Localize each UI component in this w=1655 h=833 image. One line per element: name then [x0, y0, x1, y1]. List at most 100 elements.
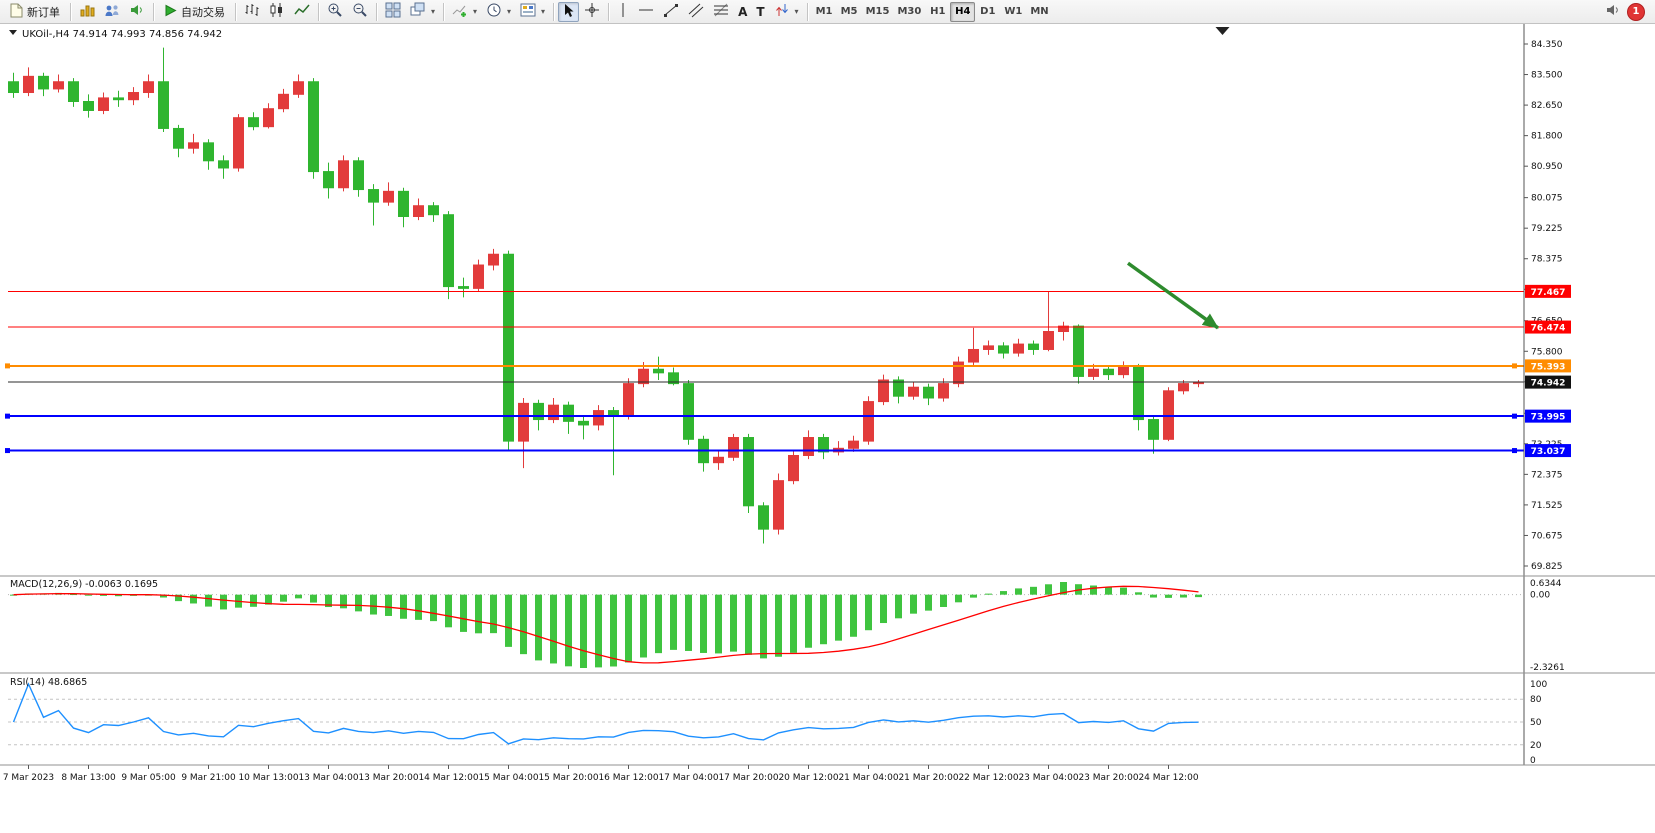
time-axis-label: 8 Mar 13:00: [61, 773, 116, 783]
macd-bar: [895, 594, 902, 619]
macd-bar: [445, 594, 452, 628]
price-tick-label: 82.650: [1531, 101, 1563, 111]
autotrading-label: 自动交易: [181, 5, 225, 19]
label-tool-button[interactable]: T: [752, 2, 768, 22]
horizontal-line-object[interactable]: [5, 448, 1524, 454]
profiles-icon: [104, 2, 120, 21]
timeframe-d1[interactable]: D1: [975, 2, 1000, 22]
candle: [1178, 383, 1189, 392]
line-handle[interactable]: [5, 413, 10, 419]
candle: [128, 92, 139, 101]
arrows-tool-button[interactable]: ▾: [770, 2, 803, 22]
dropdown-icon: ▾: [473, 7, 478, 16]
charts-button[interactable]: [75, 2, 99, 22]
time-axis-label: 21 Mar 20:00: [898, 773, 958, 783]
timeframe-m5[interactable]: M5: [837, 2, 862, 22]
timeframe-m1[interactable]: M1: [812, 2, 837, 22]
price-tick-label: 71.525: [1531, 501, 1563, 511]
bar-chart-mode-button[interactable]: [240, 2, 264, 22]
zoom-in-button[interactable]: [323, 2, 347, 22]
profiles-button[interactable]: [100, 2, 124, 22]
periods-button[interactable]: ▾: [482, 2, 515, 22]
new-order-button[interactable]: 新订单: [4, 2, 66, 22]
candle: [1043, 331, 1054, 350]
tile-windows-button[interactable]: [381, 2, 405, 22]
cascade-windows-icon: [410, 2, 426, 21]
timeframe-m30[interactable]: M30: [893, 2, 925, 22]
horizontal-line-tool-button[interactable]: [634, 2, 658, 22]
price-tick-label: 69.825: [1531, 562, 1563, 572]
time-axis-label: 13 Mar 20:00: [358, 773, 418, 783]
trendline-tool-button[interactable]: [659, 2, 683, 22]
price-tag: 75.393: [1525, 359, 1571, 373]
one-click-trading-toggle[interactable]: [9, 30, 17, 35]
macd-bar: [700, 594, 707, 653]
timeframe-h1[interactable]: H1: [925, 2, 950, 22]
sounds-button[interactable]: [125, 2, 149, 22]
candle: [863, 401, 874, 442]
templates-button[interactable]: ▾: [516, 2, 549, 22]
macd-bar: [1030, 586, 1037, 595]
candle: [518, 402, 529, 442]
vertical-line-tool-button[interactable]: [613, 2, 633, 22]
price-tag-bg: [1525, 375, 1571, 389]
arrow-annotation[interactable]: [1126, 261, 1220, 330]
charts-icon: [79, 2, 95, 21]
macd-bar: [1120, 587, 1127, 595]
macd-bar: [880, 594, 887, 624]
autotrading-button[interactable]: 自动交易: [158, 2, 231, 22]
candle: [323, 171, 334, 189]
macd-bar: [1045, 584, 1052, 595]
horizontal-line-object[interactable]: [5, 413, 1524, 419]
macd-bar: [835, 594, 842, 641]
line-handle[interactable]: [5, 363, 10, 369]
chart-window: 84.350 83.500 82.650 81.800 80.950 80.075 79.2…: [0, 24, 1655, 829]
line-handle[interactable]: [5, 448, 10, 454]
chart-canvas[interactable]: 84.350 83.500 82.650 81.800 80.950 80.075 79.2…: [0, 24, 1655, 829]
macd-bar: [100, 594, 107, 596]
horizontal-line-object[interactable]: [5, 363, 1524, 369]
macd-histogram: [10, 582, 1202, 668]
price-tick-label: 70.675: [1531, 531, 1563, 541]
candle: [953, 361, 964, 385]
line-handle[interactable]: [1512, 448, 1517, 454]
fibonacci-tool-button[interactable]: [709, 2, 733, 22]
text-tool-button[interactable]: A: [734, 2, 751, 22]
cursor-tool-button[interactable]: [558, 1, 580, 22]
notifications-speaker-icon[interactable]: [1605, 2, 1621, 22]
indicators-button[interactable]: ▾: [448, 2, 481, 22]
candle: [743, 437, 754, 507]
rsi-axis-label: 0: [1530, 756, 1536, 766]
macd-bar: [505, 594, 512, 647]
candle: [383, 190, 394, 203]
candlestick-mode-button[interactable]: [265, 2, 289, 22]
zoom-out-button[interactable]: [348, 2, 372, 22]
candle: [188, 142, 199, 149]
timeframe-mn[interactable]: MN: [1026, 2, 1052, 22]
macd-bar: [175, 594, 182, 602]
crosshair-tool-button[interactable]: [580, 2, 604, 22]
line-handle[interactable]: [1512, 363, 1517, 369]
chart-shift-marker[interactable]: [1215, 27, 1230, 35]
time-axis-label: 23 Mar 04:00: [1018, 773, 1078, 783]
timeframe-h4[interactable]: H4: [950, 1, 976, 22]
cascade-windows-button[interactable]: ▾: [406, 2, 439, 22]
notification-badge[interactable]: 1: [1627, 2, 1645, 21]
candle: [353, 160, 364, 191]
time-axis-label: 22 Mar 12:00: [958, 773, 1018, 783]
line-chart-mode-button[interactable]: [290, 2, 314, 22]
timeframe-m15[interactable]: M15: [862, 2, 894, 22]
dropdown-icon: ▾: [541, 7, 546, 16]
channel-tool-button[interactable]: [684, 2, 708, 22]
macd-bar: [490, 594, 497, 634]
timeframe-w1[interactable]: W1: [1000, 2, 1026, 22]
macd-bar: [1150, 594, 1157, 598]
macd-bar: [610, 594, 617, 667]
candle: [293, 81, 304, 95]
macd-bar: [910, 594, 917, 614]
price-tick-label: 79.225: [1531, 224, 1563, 234]
line-handle[interactable]: [1512, 413, 1517, 419]
toolbar-separator: [153, 2, 154, 21]
price-tag-label: 76.474: [1531, 324, 1566, 334]
trendline-icon: [663, 2, 679, 21]
